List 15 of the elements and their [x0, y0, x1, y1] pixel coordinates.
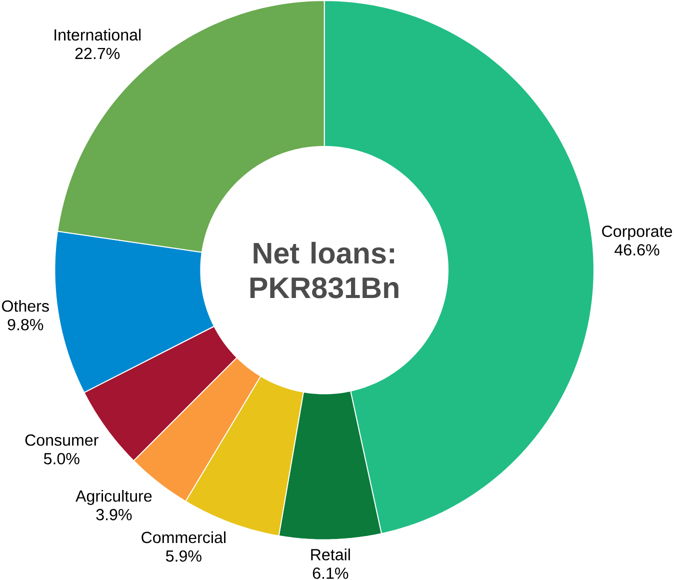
data-label: 3.9%	[96, 508, 132, 520]
data-label: 9.8%	[8, 318, 44, 330]
slice-label: Retail	[311, 548, 350, 560]
slice-label: Others	[2, 300, 49, 312]
data-label: 6.1%	[312, 567, 348, 579]
slice-label: Agriculture	[76, 490, 152, 505]
slice-label: International	[54, 28, 141, 41]
data-label: 46.6%	[614, 244, 660, 256]
data-label: 22.7%	[75, 48, 120, 60]
slice-label: Corporate	[602, 226, 672, 240]
data-label: 5.0%	[44, 452, 80, 464]
slice-label: Consumer	[25, 434, 98, 446]
data-label: 5.9%	[166, 550, 202, 562]
text: Net loans: PKR831Bn	[250, 242, 398, 298]
slice-label: Commercial	[142, 531, 226, 544]
